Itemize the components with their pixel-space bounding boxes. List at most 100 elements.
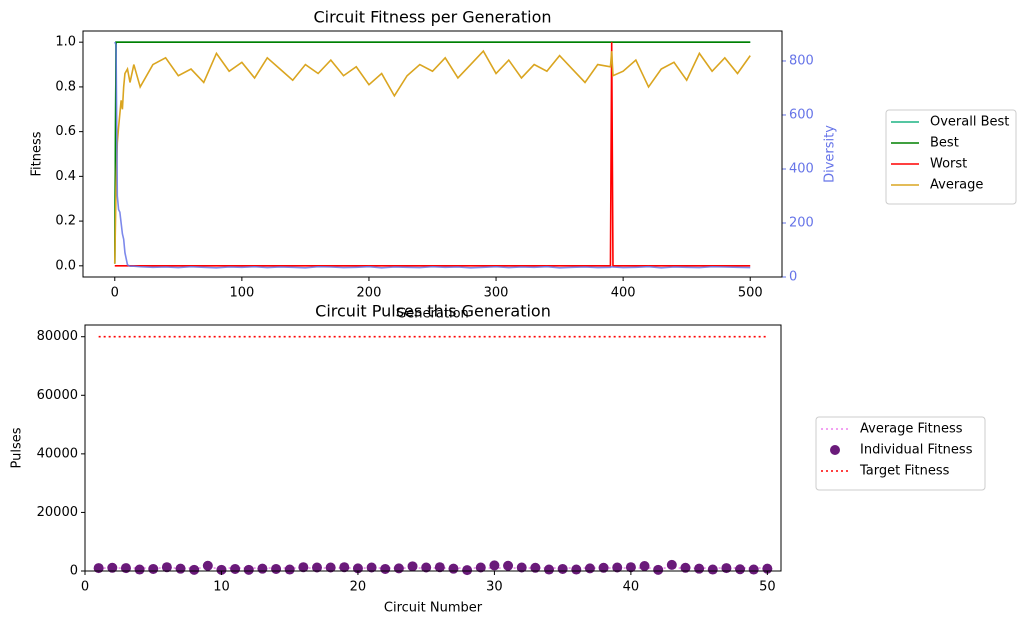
legend-label: Average Fitness	[860, 422, 963, 437]
scatter-point	[202, 560, 213, 571]
scatter-point	[271, 563, 282, 574]
x-tick-label: 30	[486, 580, 503, 595]
scatter-point	[612, 562, 623, 573]
scatter-point	[666, 559, 677, 570]
scatter-point	[257, 563, 268, 574]
scatter-point	[339, 562, 350, 573]
scatter-point	[325, 562, 336, 573]
x-axis-label: Circuit Number	[384, 601, 483, 616]
x-tick-label: 50	[759, 580, 776, 595]
scatter-point	[175, 563, 186, 574]
y2-tick-label: 600	[789, 107, 814, 122]
y-tick-label: 0	[70, 564, 78, 579]
legend-label: Target Fitness	[859, 464, 950, 479]
scatter-point	[503, 560, 514, 571]
scatter-point	[380, 563, 391, 574]
legend-label: Overall Best	[930, 115, 1009, 130]
legend-label: Individual Fitness	[860, 443, 973, 458]
scatter-point	[93, 563, 104, 574]
scatter-point	[475, 562, 486, 573]
x-tick-label: 300	[484, 286, 509, 301]
scatter-point	[216, 564, 227, 575]
legend-label: Best	[930, 136, 959, 151]
legend-label: Average	[930, 178, 983, 193]
plot-frame	[84, 324, 782, 572]
y-tick-label: 1.0	[55, 35, 76, 50]
x-tick-label: 400	[611, 286, 636, 301]
series-line	[113, 41, 751, 264]
scatter-point	[694, 563, 705, 574]
x-tick-label: 100	[229, 286, 254, 301]
scatter-point	[680, 562, 691, 573]
scatter-point	[489, 560, 500, 571]
scatter-point	[653, 564, 664, 575]
y-tick-label: 0.6	[55, 124, 76, 139]
scatter-point	[393, 563, 404, 574]
plot-area	[113, 41, 751, 269]
plot-area	[93, 335, 773, 576]
x-axis-label: Generation	[396, 307, 469, 322]
scatter-point	[598, 562, 609, 573]
scatter-point	[421, 562, 432, 573]
chart-title: Circuit Fitness per Generation	[313, 8, 551, 27]
scatter-point	[721, 563, 732, 574]
scatter-point	[516, 562, 527, 573]
series-line	[114, 42, 751, 267]
plot-frame	[82, 30, 783, 278]
scatter-point	[120, 563, 131, 574]
scatter-point	[448, 563, 459, 574]
y-tick-label: 20000	[37, 505, 78, 520]
scatter-point	[530, 562, 541, 573]
series-line	[113, 41, 751, 264]
scatter-point	[161, 562, 172, 573]
scatter-point	[639, 561, 650, 572]
x-tick-label: 10	[213, 580, 230, 595]
scatter-point	[312, 562, 322, 573]
scatter-point	[407, 561, 418, 572]
y2-tick-label: 400	[789, 161, 814, 176]
scatter-point	[584, 563, 595, 574]
x-tick-label: 500	[738, 286, 763, 301]
legend-box	[815, 416, 986, 491]
scatter-point	[134, 564, 145, 575]
x-tick-label: 0	[81, 580, 89, 595]
diversity-line	[114, 41, 751, 269]
scatter-point	[544, 564, 554, 575]
scatter-point	[230, 563, 241, 574]
y-tick-label: 0.4	[55, 169, 76, 184]
y-tick-label: 0.0	[55, 258, 76, 273]
scatter-point	[107, 562, 118, 573]
series-line	[113, 49, 751, 264]
x-tick-label: 40	[623, 580, 640, 595]
y2-tick-label: 0	[789, 270, 797, 285]
y-tick-label: 0.2	[55, 214, 76, 229]
scatter-point	[735, 564, 746, 575]
scatter-point	[298, 562, 309, 573]
scatter-point	[434, 562, 445, 573]
scatter-point	[366, 562, 377, 573]
scatter-point	[462, 565, 473, 576]
scatter-point	[557, 563, 568, 574]
scatter-point	[148, 563, 159, 574]
x-tick-label: 0	[111, 286, 119, 301]
y-tick-label: 0.8	[55, 79, 76, 94]
scatter-point	[707, 564, 718, 575]
y-tick-label: 40000	[37, 446, 78, 461]
legend-box	[885, 109, 1017, 205]
y2-axis-label: Diversity	[823, 125, 838, 183]
scatter-point	[189, 564, 200, 575]
chart-title: Circuit Pulses this Generation	[315, 302, 551, 321]
y-axis-label: Fitness	[30, 131, 45, 176]
x-tick-label: 20	[350, 580, 367, 595]
y-tick-label: 80000	[37, 329, 78, 344]
y2-tick-label: 800	[789, 53, 814, 68]
scatter-point	[748, 564, 759, 575]
scatter-point	[571, 564, 582, 575]
legend-marker	[830, 445, 840, 455]
y2-tick-label: 200	[789, 215, 814, 230]
scatter-point	[284, 564, 295, 575]
y-tick-label: 60000	[37, 388, 78, 403]
scatter-point	[243, 564, 254, 575]
y-axis-label: Pulses	[10, 427, 25, 468]
